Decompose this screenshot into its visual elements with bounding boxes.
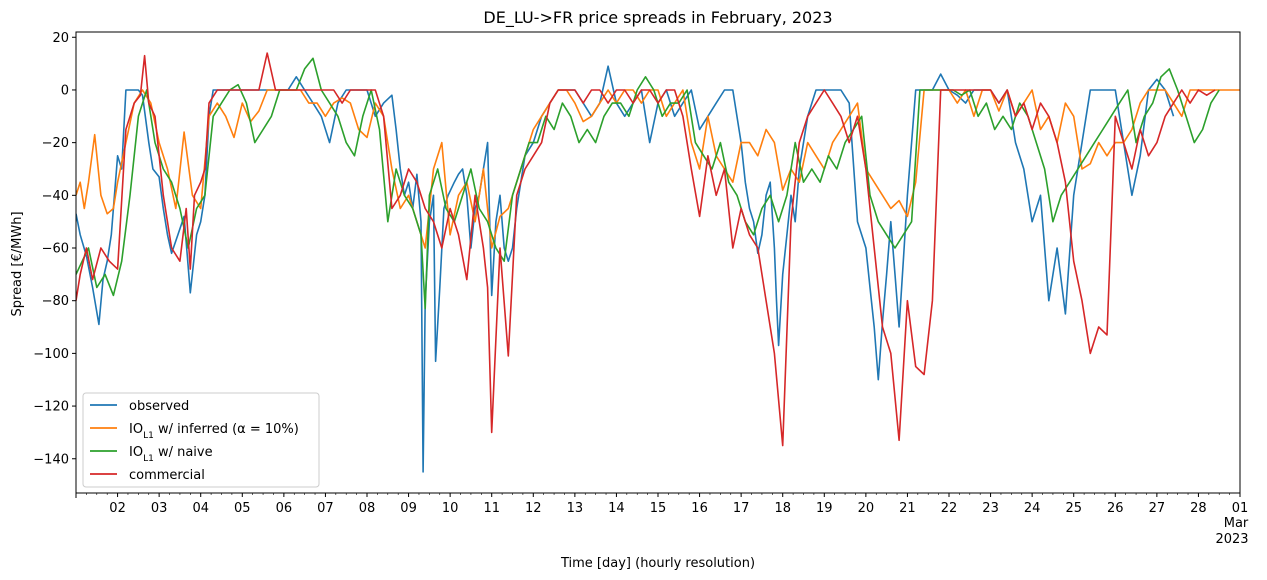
- x-tick-label: 09: [400, 501, 417, 516]
- x-tick-month-label: Mar: [1224, 516, 1249, 531]
- y-tick-label: −120: [33, 400, 69, 415]
- y-axis-title: Spread [€/MWh]: [10, 211, 25, 316]
- legend-label: IOL1 w/ inferred (α = 10%): [129, 422, 299, 441]
- series-layer: [76, 52, 1240, 473]
- y-tick-label: −100: [33, 347, 69, 362]
- x-tick-label: 02: [109, 501, 126, 516]
- x-tick-label: 07: [317, 501, 334, 516]
- x-tick-label: 04: [192, 501, 209, 516]
- x-tick-label: 12: [525, 501, 542, 516]
- x-tick-label: 21: [899, 501, 916, 516]
- x-tick-label: 25: [1065, 501, 1082, 516]
- y-tick-label: 0: [61, 83, 69, 98]
- y-tick-label: −60: [42, 242, 69, 257]
- x-tick-label: 19: [816, 501, 833, 516]
- series-line-3: [76, 52, 1216, 447]
- y-tick-label: 20: [52, 31, 69, 46]
- y-tick-label: −20: [42, 136, 69, 151]
- x-tick-label: 05: [234, 501, 251, 516]
- x-tick-label: 26: [1107, 501, 1124, 516]
- x-axis: 02 03 04 05 06 07 08 09 10 11 12 13 14 15 16 17 18 19 20 21…: [75, 493, 1249, 547]
- x-tick-label: 23: [982, 501, 999, 516]
- x-tick-label: 24: [1024, 501, 1041, 516]
- x-tick-year-label: 2023: [1215, 532, 1248, 547]
- y-tick-label: −140: [33, 452, 69, 467]
- x-tick-label: 11: [483, 501, 500, 516]
- x-tick-label: 15: [650, 501, 667, 516]
- y-tick-label: −40: [42, 189, 69, 204]
- x-tick-label: 06: [276, 501, 293, 516]
- y-tick-label: −80: [42, 294, 69, 309]
- x-tick-label: 14: [608, 501, 625, 516]
- chart-title: DE_LU->FR price spreads in February, 202…: [483, 8, 832, 28]
- x-tick-label: 16: [691, 501, 708, 516]
- legend-label: commercial: [129, 468, 205, 483]
- x-tick-label: 08: [359, 501, 376, 516]
- x-tick-label: 27: [1149, 501, 1166, 516]
- x-tick-label: 01: [1232, 501, 1249, 516]
- x-tick-label: 17: [733, 501, 750, 516]
- x-tick-label: 18: [774, 501, 791, 516]
- x-tick-label: 13: [567, 501, 584, 516]
- x-tick-label: 22: [941, 501, 958, 516]
- x-tick-label: 20: [858, 501, 875, 516]
- y-axis: 20 0 −20 −40 −60 −80 −100 −120 −140: [33, 31, 76, 467]
- x-tick-label: 28: [1190, 501, 1207, 516]
- x-axis-title: Time [day] (hourly resolution): [560, 556, 755, 571]
- legend-label: observed: [129, 399, 189, 414]
- x-tick-label: 03: [151, 501, 168, 516]
- legend-box: [82, 392, 320, 488]
- x-tick-label: 10: [442, 501, 459, 516]
